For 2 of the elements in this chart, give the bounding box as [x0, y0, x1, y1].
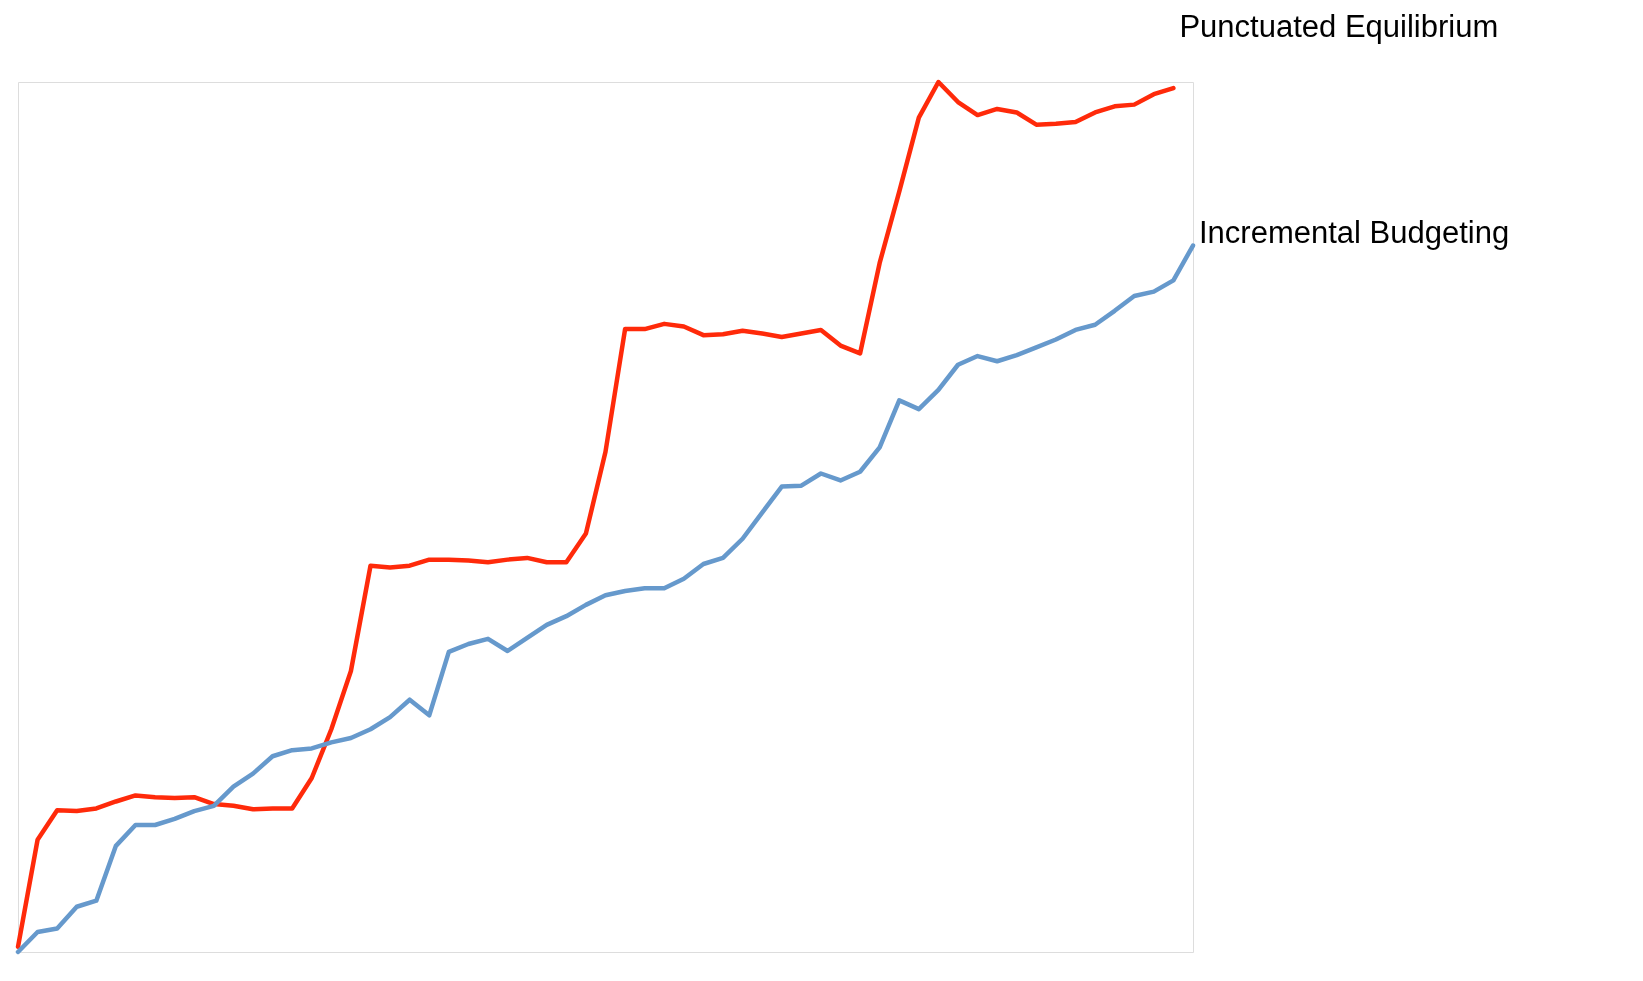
series-label: Punctuated Equilibrium: [1179, 9, 1499, 45]
series-label: Incremental Budgeting: [1199, 214, 1510, 250]
